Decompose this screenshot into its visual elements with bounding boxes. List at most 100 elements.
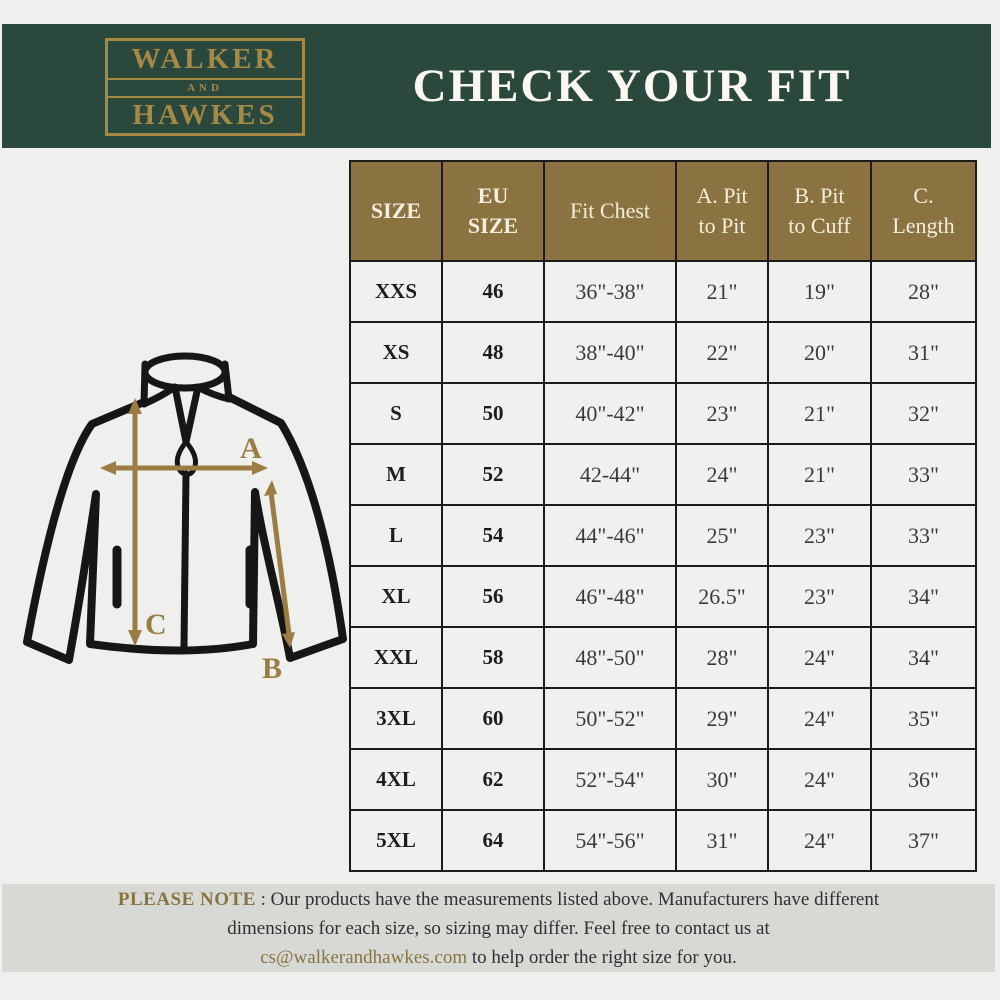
jacket-measurement-diagram: A C B (18, 342, 348, 685)
note-body-1: Our products have the measurements liste… (227, 888, 880, 939)
value-cell: 33" (870, 504, 977, 567)
value-cell: 40"-42" (543, 382, 677, 445)
arrowhead-right (252, 461, 268, 475)
size-cell: 3XL (349, 687, 443, 750)
value-cell: 24" (767, 809, 872, 872)
size-cell: M (349, 443, 443, 506)
value-cell: 52"-54" (543, 748, 677, 811)
value-cell: 21" (675, 260, 769, 323)
table-row: S 50 40"-42" 23" 21" 32" (349, 382, 977, 445)
note-bar: PLEASE NOTE : Our products have the meas… (2, 884, 995, 972)
value-cell: 23" (767, 504, 872, 567)
arrowhead-bottom (128, 630, 142, 646)
value-cell: 24" (767, 748, 872, 811)
table-row: XXL 58 48"-50" 28" 24" 34" (349, 626, 977, 689)
brand-logo: WALKER AND HAWKES (105, 38, 305, 136)
value-cell: 30" (675, 748, 769, 811)
label-a: A (240, 432, 262, 465)
value-cell: 38"-40" (543, 321, 677, 384)
value-cell: 36"-38" (543, 260, 677, 323)
table-row: L 54 44"-46" 25" 23" 33" (349, 504, 977, 567)
logo-line-hawkes: HAWKES (132, 99, 278, 131)
column-header: C. Length (870, 160, 977, 262)
value-cell: 46"-48" (543, 565, 677, 628)
value-cell: 20" (767, 321, 872, 384)
header-band: WALKER AND HAWKES CHECK YOUR FIT (2, 24, 991, 148)
value-cell: 46 (441, 260, 545, 323)
value-cell: 54"-56" (543, 809, 677, 872)
table-row: XL 56 46"-48" 26.5" 23" 34" (349, 565, 977, 628)
arrowhead-top (128, 398, 142, 414)
column-header: SIZE (349, 160, 443, 262)
note-body-2: to help order the right size for you. (467, 946, 737, 968)
value-cell: 19" (767, 260, 872, 323)
value-cell: 28" (675, 626, 769, 689)
label-b: B (262, 652, 282, 682)
label-c: C (145, 608, 167, 641)
size-cell: XL (349, 565, 443, 628)
table-row: 4XL 62 52"-54" 30" 24" 36" (349, 748, 977, 811)
column-header: Fit Chest (543, 160, 677, 262)
arrowhead-left (100, 461, 116, 475)
value-cell: 58 (441, 626, 545, 689)
page-title: CHECK YOUR FIT (412, 60, 852, 112)
value-cell: 31" (870, 321, 977, 384)
table-row: XS 48 38"-40" 22" 20" 31" (349, 321, 977, 384)
contact-email-link[interactable]: cs@walkerandhawkes.com (260, 946, 468, 968)
value-cell: 23" (767, 565, 872, 628)
size-cell: 4XL (349, 748, 443, 811)
size-chart-table: SIZE EU SIZE Fit Chest A. Pit to Pit B. Pit … (349, 160, 977, 872)
value-cell: 24" (675, 443, 769, 506)
value-cell: 48 (441, 321, 545, 384)
table-row: 5XL 64 54"-56" 31" 24" 37" (349, 809, 977, 872)
value-cell: 26.5" (675, 565, 769, 628)
table-row: 3XL 60 50"-52" 29" 24" 35" (349, 687, 977, 750)
value-cell: 52 (441, 443, 545, 506)
jacket-collar-vneck (140, 383, 233, 446)
jacket-neck-opening (141, 352, 229, 392)
note-text: PLEASE NOTE : Our products have the meas… (118, 885, 879, 972)
table-row: M 52 42-44" 24" 21" 33" (349, 443, 977, 506)
value-cell: 25" (675, 504, 769, 567)
column-header: B. Pit to Cuff (767, 160, 872, 262)
logo-line-walker: WALKER (131, 43, 279, 75)
note-label: PLEASE NOTE (117, 888, 256, 910)
pit-to-cuff-arrow (268, 489, 292, 637)
value-cell: 60 (441, 687, 545, 750)
size-table-body: XXS 46 36"-38" 21" 19" 28" XS 48 38"-40" 22" 20" 31… (349, 260, 977, 872)
value-cell: 54 (441, 504, 545, 567)
size-cell: XXS (349, 260, 443, 323)
value-cell: 28" (870, 260, 977, 323)
table-header-row: SIZE EU SIZE Fit Chest A. Pit to Pit B. Pit … (349, 160, 977, 262)
note-separator: : (255, 888, 271, 910)
value-cell: 24" (767, 626, 872, 689)
value-cell: 24" (767, 687, 872, 750)
value-cell: 29" (675, 687, 769, 750)
column-header: A. Pit to Pit (675, 160, 769, 262)
jacket-collar-right (221, 360, 233, 403)
value-cell: 50"-52" (543, 687, 677, 750)
value-cell: 23" (675, 382, 769, 445)
jacket-illustration: A C B (23, 352, 347, 685)
arrowhead-b-top (264, 480, 277, 496)
value-cell: 56 (441, 565, 545, 628)
value-cell: 34" (870, 565, 977, 628)
value-cell: 36" (870, 748, 977, 811)
value-cell: 33" (870, 443, 977, 506)
value-cell: 42-44" (543, 443, 677, 506)
value-cell: 62 (441, 748, 545, 811)
size-cell: 5XL (349, 809, 443, 872)
column-header: EU SIZE (441, 160, 545, 262)
size-cell: L (349, 504, 443, 567)
value-cell: 64 (441, 809, 545, 872)
value-cell: 37" (870, 809, 977, 872)
value-cell: 31" (675, 809, 769, 872)
value-cell: 22" (675, 321, 769, 384)
value-cell: 48"-50" (543, 626, 677, 689)
jacket-collar-left (140, 360, 149, 408)
size-cell: XS (349, 321, 443, 384)
value-cell: 21" (767, 382, 872, 445)
arrowhead-b-bottom (282, 632, 295, 648)
value-cell: 44"-46" (543, 504, 677, 567)
